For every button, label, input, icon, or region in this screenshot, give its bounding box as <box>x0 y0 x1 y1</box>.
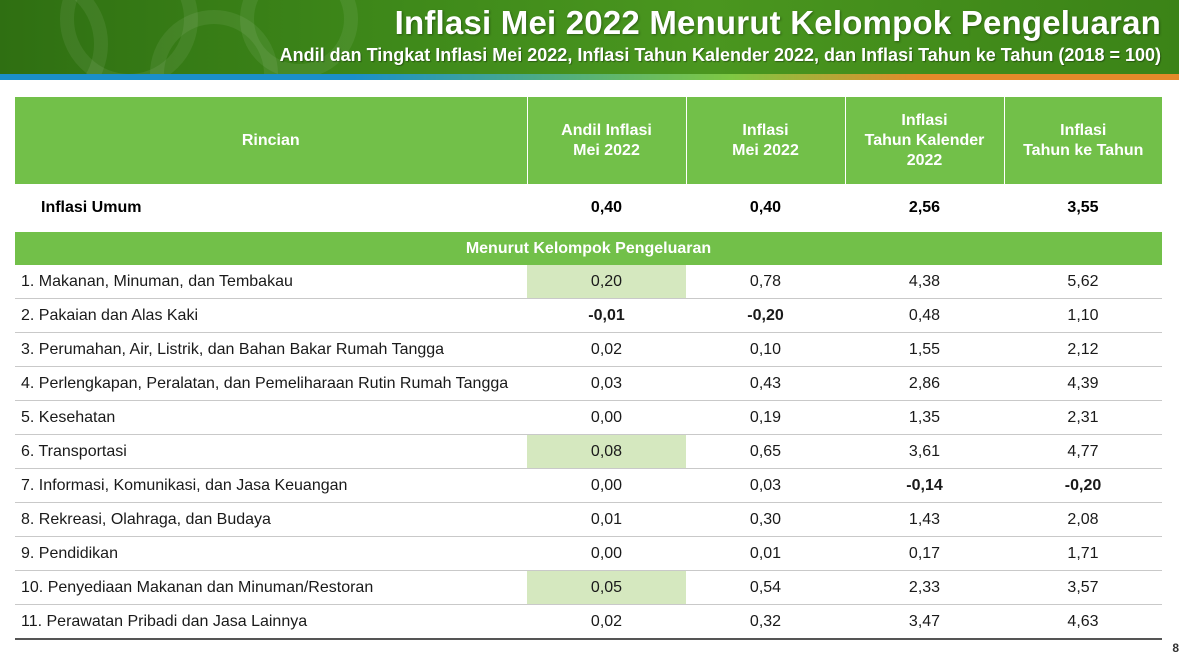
row-label: 7. Informasi, Komunikasi, dan Jasa Keuan… <box>15 468 527 503</box>
column-header-rincian: Rincian <box>15 97 528 184</box>
cell-andil: 0,20 <box>527 265 686 299</box>
table-row: 3. Perumahan, Air, Listrik, dan Bahan Ba… <box>15 332 1162 367</box>
cell-inflasi: 0,78 <box>686 265 845 299</box>
row-label: 10. Penyediaan Makanan dan Minuman/Resto… <box>15 570 527 605</box>
cell-inflasi: 0,40 <box>749 199 782 216</box>
row-label: 11. Perawatan Pribadi dan Jasa Lainnya <box>15 604 527 640</box>
cell-andil: 0,00 <box>527 536 686 571</box>
cell-inflasi: 0,54 <box>686 570 845 605</box>
table-header-row: Rincian Andil Inflasi Mei 2022 Inflasi Mei… <box>15 97 1162 184</box>
row-label: 6. Transportasi <box>15 434 527 469</box>
column-header-kalender: Inflasi Tahun Kalender 2022 <box>845 97 1005 184</box>
page-title: Inflasi Mei 2022 Menurut Kelompok Pengel… <box>394 4 1161 41</box>
cell-inflasi: 0,10 <box>686 332 845 367</box>
table-row: 7. Informasi, Komunikasi, dan Jasa Keuan… <box>15 468 1162 503</box>
cell-andil: 0,00 <box>527 468 686 503</box>
cell-inflasi: 0,65 <box>686 434 845 469</box>
page-number: 8 <box>1172 641 1179 655</box>
section-header-row: Menurut Kelompok Pengeluaran <box>15 232 1162 265</box>
column-header-yoy: Inflasi Tahun ke Tahun <box>1004 97 1162 184</box>
cell-andil: 0,02 <box>527 604 686 640</box>
cell-inflasi: 0,30 <box>686 502 845 537</box>
cell-kalender: 2,86 <box>845 366 1004 401</box>
cell-inflasi: 0,32 <box>686 604 845 640</box>
cell-yoy: 2,08 <box>1004 502 1162 537</box>
row-label: Inflasi Umum <box>41 199 142 216</box>
cell-yoy: 2,12 <box>1004 332 1162 367</box>
cell-andil: 0,05 <box>527 570 686 605</box>
table-row: 4. Perlengkapan, Peralatan, dan Pemeliha… <box>15 366 1162 401</box>
inflasi-umum-row: Inflasi Umum 0,40 0,40 2,56 3,55 <box>15 184 1162 232</box>
cell-inflasi: 0,01 <box>686 536 845 571</box>
cell-andil: 0,03 <box>527 366 686 401</box>
cell-yoy: 3,57 <box>1004 570 1162 605</box>
table-row: 5. Kesehatan 0,00 0,19 1,35 2,31 <box>15 400 1162 435</box>
table-row: 2. Pakaian dan Alas Kaki -0,01 -0,20 0,48 1,… <box>15 298 1162 333</box>
cell-andil: 0,02 <box>527 332 686 367</box>
row-label: 1. Makanan, Minuman, dan Tembakau <box>15 265 527 299</box>
cell-kalender: 2,56 <box>908 199 941 216</box>
row-label: 3. Perumahan, Air, Listrik, dan Bahan Ba… <box>15 332 527 367</box>
cell-yoy: 2,31 <box>1004 400 1162 435</box>
inflation-table: Rincian Andil Inflasi Mei 2022 Inflasi Mei… <box>15 97 1162 640</box>
cell-andil: 0,08 <box>527 434 686 469</box>
cell-yoy: 3,55 <box>1067 199 1099 216</box>
table-row: 9. Pendidikan 0,00 0,01 0,17 1,71 <box>15 536 1162 571</box>
cell-inflasi: 0,19 <box>686 400 845 435</box>
row-label: 5. Kesehatan <box>15 400 527 435</box>
cell-yoy: 5,62 <box>1004 265 1162 299</box>
cell-kalender: 3,47 <box>845 604 1004 640</box>
column-header-andil: Andil Inflasi Mei 2022 <box>527 97 687 184</box>
page-subtitle: Andil dan Tingkat Inflasi Mei 2022, Infl… <box>279 45 1161 65</box>
column-header-inflasi: Inflasi Mei 2022 <box>686 97 846 184</box>
cell-kalender: 1,55 <box>845 332 1004 367</box>
cell-yoy: 4,63 <box>1004 604 1162 640</box>
cell-kalender: 2,33 <box>845 570 1004 605</box>
table-row: 11. Perawatan Pribadi dan Jasa Lainnya 0,… <box>15 604 1162 640</box>
table-row: 1. Makanan, Minuman, dan Tembakau 0,20 0,7… <box>15 265 1162 299</box>
cell-yoy: 1,71 <box>1004 536 1162 571</box>
row-label: 8. Rekreasi, Olahraga, dan Budaya <box>15 502 527 537</box>
cell-kalender: 4,38 <box>845 265 1004 299</box>
cell-kalender: 1,43 <box>845 502 1004 537</box>
row-label: 4. Perlengkapan, Peralatan, dan Pemeliha… <box>15 366 527 401</box>
cell-inflasi: 0,03 <box>686 468 845 503</box>
cell-kalender: -0,14 <box>845 468 1004 503</box>
cell-andil: 0,01 <box>527 502 686 537</box>
section-label: Menurut Kelompok Pengeluaran <box>15 232 1162 265</box>
cell-kalender: 0,17 <box>845 536 1004 571</box>
cell-andil: 0,00 <box>527 400 686 435</box>
cell-yoy: -0,20 <box>1004 468 1162 503</box>
cell-yoy: 4,39 <box>1004 366 1162 401</box>
table-row: 6. Transportasi 0,08 0,65 3,61 4,77 <box>15 434 1162 469</box>
cell-yoy: 1,10 <box>1004 298 1162 333</box>
cell-kalender: 3,61 <box>845 434 1004 469</box>
cell-inflasi: -0,20 <box>686 298 845 333</box>
row-label: 9. Pendidikan <box>15 536 527 571</box>
cell-kalender: 1,35 <box>845 400 1004 435</box>
banner-accent-stripe <box>0 74 1179 80</box>
title-banner: Inflasi Mei 2022 Menurut Kelompok Pengel… <box>0 0 1179 76</box>
cell-kalender: 0,48 <box>845 298 1004 333</box>
cell-yoy: 4,77 <box>1004 434 1162 469</box>
cell-andil: 0,40 <box>590 199 623 216</box>
table-row: 10. Penyediaan Makanan dan Minuman/Resto… <box>15 570 1162 605</box>
row-label: 2. Pakaian dan Alas Kaki <box>15 298 527 333</box>
table-row: 8. Rekreasi, Olahraga, dan Budaya 0,01 0,3… <box>15 502 1162 537</box>
cell-andil: -0,01 <box>527 298 686 333</box>
cell-inflasi: 0,43 <box>686 366 845 401</box>
